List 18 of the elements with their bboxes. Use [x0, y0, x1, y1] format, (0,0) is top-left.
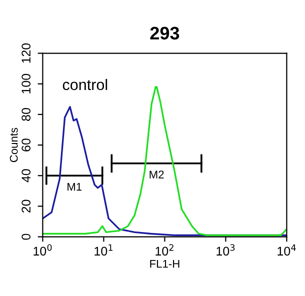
chart-title: 293 [150, 26, 180, 40]
y-axis-title: Counts [10, 128, 18, 162]
x-axis-title: FL1-H [150, 260, 180, 268]
annotation: control [62, 78, 108, 90]
y-tick-label: 0 [22, 234, 31, 240]
x-tick-label: 10$^{0}$ [34, 244, 52, 256]
y-tick-label: 80 [22, 108, 31, 121]
x-tick-label: 10$^{1}$ [94, 244, 112, 256]
y-tick-label: 60 [22, 138, 31, 152]
y-tick-label: 20 [22, 200, 31, 213]
y-tick-label: 40 [22, 169, 31, 182]
x-tick-label: 10$^{3}$ [216, 244, 235, 256]
y-tick-label: 100 [22, 74, 31, 94]
series-label: M2 [150, 170, 164, 178]
y-tick-label: 120 [22, 43, 31, 63]
series-label: M1 [68, 182, 82, 191]
x-tick-label: 10$^{4}$ [278, 244, 296, 256]
x-tick-label: 10$^{2}$ [156, 244, 174, 256]
